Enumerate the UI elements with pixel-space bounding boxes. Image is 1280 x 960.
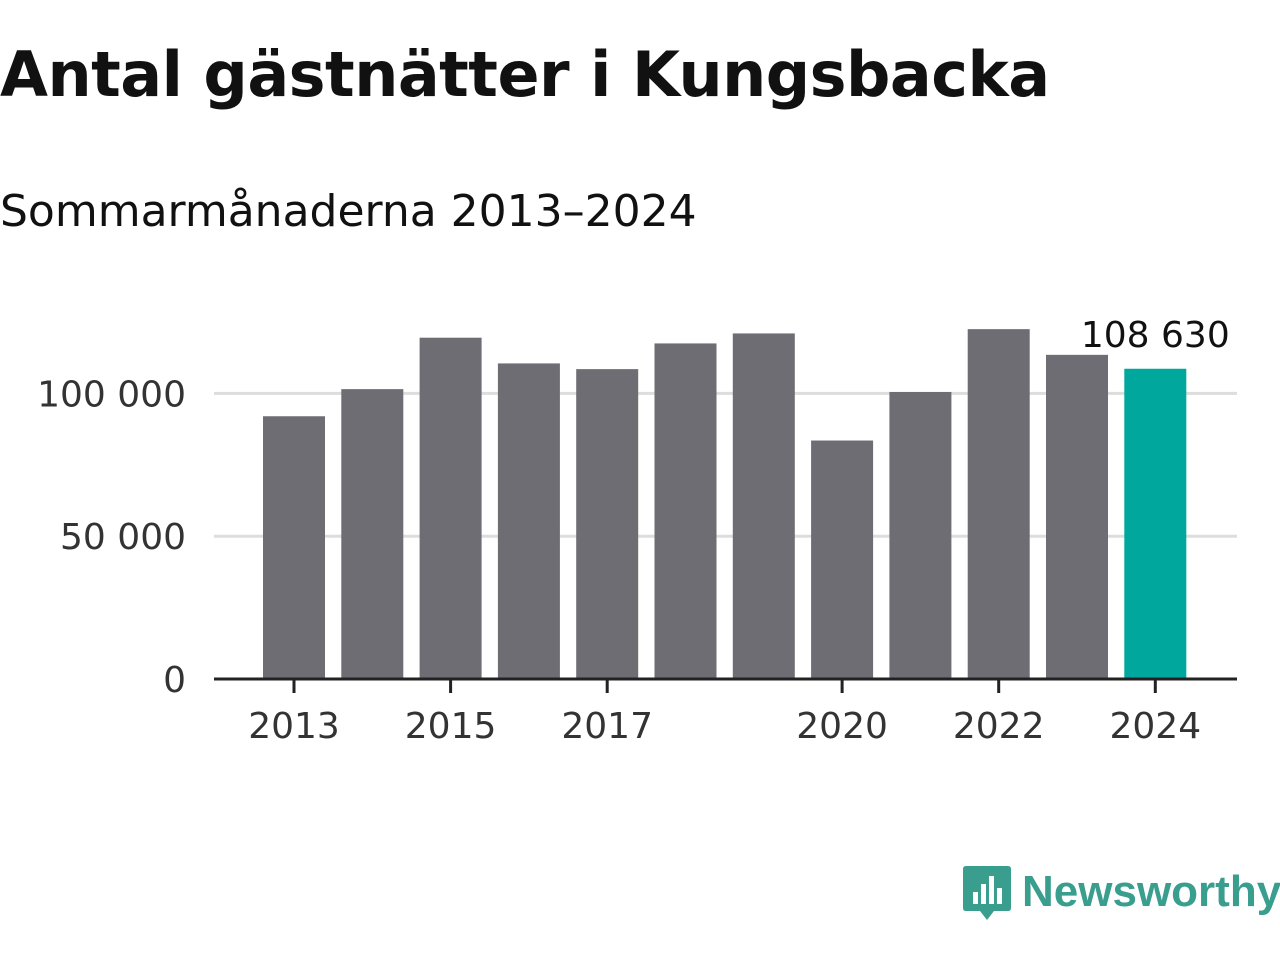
bar-2014	[341, 389, 404, 679]
bar-2013	[263, 416, 325, 679]
data-label-2024: 108 630	[1081, 315, 1230, 356]
brand-name: Newsworthy	[1022, 867, 1280, 916]
bar-2024	[1124, 368, 1187, 679]
bar-chart-speech-bubble-icon	[963, 866, 1011, 920]
bar-2022	[967, 329, 1030, 679]
bar-2020	[811, 440, 874, 679]
y-axis-ticks: 0 50 000 100 000	[37, 374, 186, 701]
x-tick-label: 2020	[796, 706, 888, 747]
x-tick-label: 2017	[561, 706, 653, 747]
x-tick-label: 2015	[405, 706, 497, 747]
bar-2021	[889, 391, 952, 679]
annotations: 108 630	[1081, 315, 1230, 356]
bar-2015	[419, 337, 482, 679]
bar-2017	[576, 369, 639, 679]
bar-2018	[654, 343, 717, 679]
chart-subtitle: Sommarmånaderna 2013–2024	[0, 186, 697, 237]
y-tick-label: 100 000	[37, 374, 186, 415]
x-tick-label: 2013	[248, 706, 340, 747]
x-tick-label: 2024	[1109, 706, 1201, 747]
newsworthy-logo: Newsworthy	[962, 862, 1280, 922]
bar-2016	[497, 363, 560, 679]
chart-title: Antal gästnätter i Kungsbacka	[0, 38, 1050, 111]
bars	[263, 329, 1187, 679]
x-tick-label: 2022	[953, 706, 1045, 747]
bar-2019	[732, 333, 795, 679]
y-tick-label: 0	[163, 660, 186, 701]
y-tick-label: 50 000	[60, 517, 186, 558]
x-axis-ticks: 2013 2015 2017 2020 2022 2024	[248, 679, 1201, 747]
bar-2023	[1046, 354, 1108, 679]
